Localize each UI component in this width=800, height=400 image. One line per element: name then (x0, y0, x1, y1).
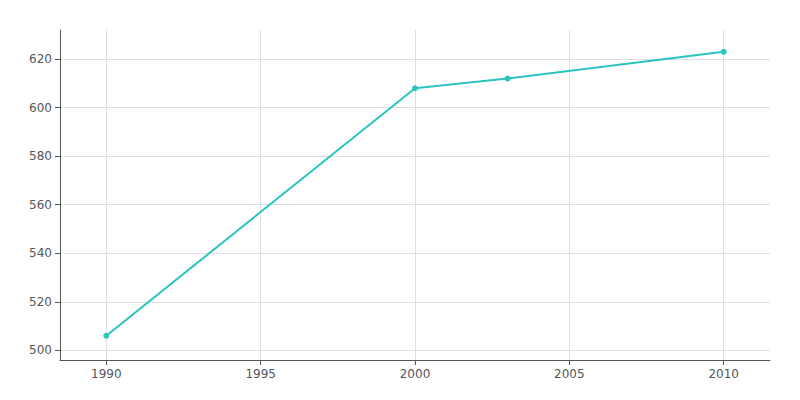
svg-text:2010: 2010 (708, 367, 739, 381)
svg-text:1990: 1990 (91, 367, 122, 381)
svg-text:2005: 2005 (554, 367, 585, 381)
svg-text:580: 580 (29, 149, 52, 163)
svg-text:620: 620 (29, 52, 52, 66)
svg-text:500: 500 (29, 343, 52, 357)
svg-text:560: 560 (29, 198, 52, 212)
svg-text:2000: 2000 (400, 367, 431, 381)
svg-text:1995: 1995 (245, 367, 276, 381)
svg-text:600: 600 (29, 101, 52, 115)
svg-text:520: 520 (29, 295, 52, 309)
svg-text:540: 540 (29, 246, 52, 260)
